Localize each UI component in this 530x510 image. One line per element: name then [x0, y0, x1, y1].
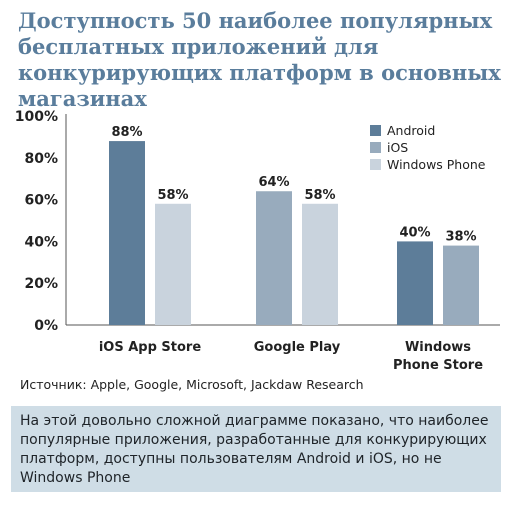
- legend-swatch: [370, 159, 381, 170]
- y-tick-label: 60%: [24, 193, 58, 209]
- legend-swatch: [370, 142, 381, 153]
- caption-text: На этой довольно сложной диаграмме показ…: [20, 413, 489, 486]
- caption-box: На этой довольно сложной диаграмме показ…: [11, 406, 501, 492]
- bar-android: [397, 241, 433, 325]
- x-category-label: Phone Store: [393, 358, 483, 373]
- chart-title: Доступность 50 наиболее популярных беспл…: [18, 8, 501, 111]
- legend-swatch: [370, 125, 381, 136]
- y-tick-label: 40%: [24, 234, 58, 250]
- bar-windows-phone: [155, 203, 191, 325]
- x-category-label: Google Play: [254, 340, 341, 355]
- chart-area: 0% 20% 40% 60% 80% 100% 88% 58% iOS App Store 64%…: [0, 100, 530, 380]
- bar-value-label: 58%: [304, 188, 335, 203]
- bar-value-label: 58%: [157, 188, 188, 203]
- bar-value-label: 40%: [399, 225, 430, 240]
- bar-value-label: 38%: [445, 230, 476, 245]
- legend-label: Android: [387, 123, 435, 138]
- legend-label: Windows Phone: [387, 157, 486, 172]
- bar-android: [109, 141, 145, 325]
- bar-ios: [443, 245, 479, 325]
- y-tick-label: 100%: [15, 109, 58, 125]
- bar-value-label: 88%: [111, 125, 142, 140]
- bar-ios: [256, 191, 292, 325]
- y-tick-label: 20%: [24, 276, 58, 292]
- bar-windows-phone: [302, 203, 338, 325]
- y-tick-label: 0%: [34, 318, 58, 334]
- x-category-label: iOS App Store: [99, 340, 202, 355]
- source-caption: Источник: Apple, Google, Microsoft, Jack…: [20, 377, 364, 392]
- y-tick-label: 80%: [24, 151, 58, 167]
- bar-value-label: 64%: [258, 175, 289, 190]
- legend-label: iOS: [387, 140, 408, 155]
- x-category-label: Windows: [405, 340, 471, 355]
- bar-chart: 0% 20% 40% 60% 80% 100% 88% 58% iOS App Store 64%…: [15, 109, 500, 373]
